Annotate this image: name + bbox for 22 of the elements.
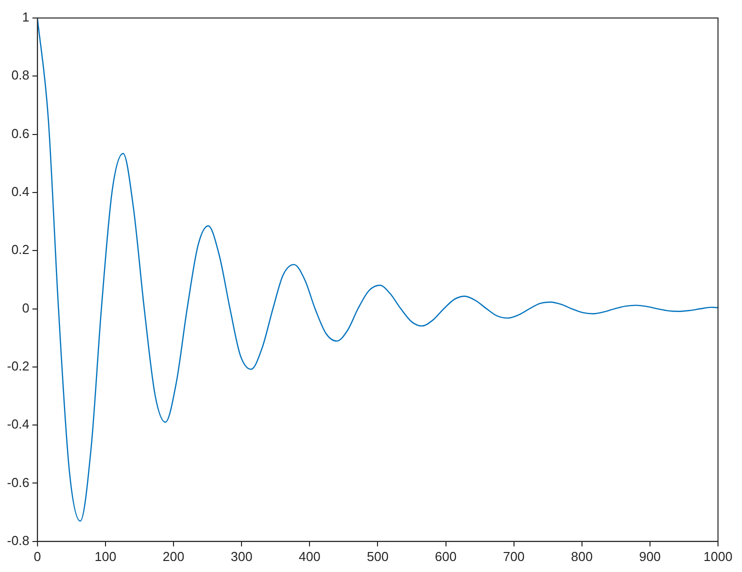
x-tick-label: 1000: [704, 548, 732, 564]
x-tick-label: 600: [434, 548, 457, 564]
y-tick-label: -0.4: [6, 416, 30, 432]
x-tick-label: 300: [230, 548, 252, 564]
y-tick-label: -0.8: [6, 532, 30, 548]
x-tick-label: 800: [571, 548, 593, 564]
x-tick-label: 100: [94, 548, 116, 564]
y-tick-label: -0.6: [6, 474, 30, 490]
x-tick-label: 900: [639, 548, 661, 564]
y-tick-label: 0: [22, 300, 30, 316]
y-tick-label: -0.2: [6, 358, 30, 374]
y-tick-label: 0.6: [11, 126, 30, 141]
y-tick-label: 0.2: [11, 242, 30, 258]
x-tick-label: 500: [366, 548, 389, 564]
y-tick-label: 0.8: [11, 68, 30, 83]
x-tick-label: 200: [162, 548, 184, 564]
y-tick-label: 0.4: [11, 184, 30, 200]
y-tick-label: 1: [22, 10, 30, 25]
x-tick-label: 400: [298, 548, 320, 564]
x-tick-label: 0: [34, 548, 42, 564]
x-tick-label: 700: [502, 548, 525, 564]
line-series: [37, 18, 718, 522]
